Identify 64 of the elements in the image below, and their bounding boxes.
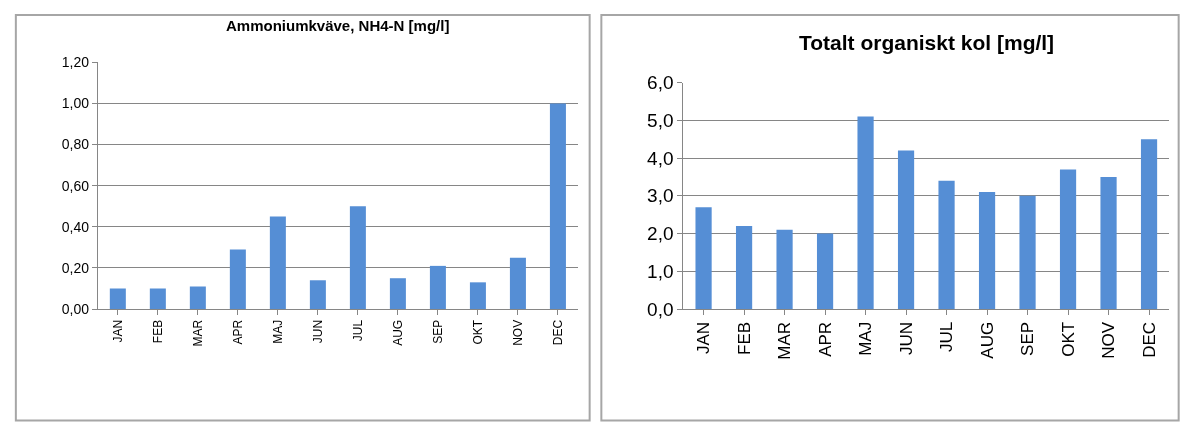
x-tick-label: APR (230, 319, 245, 345)
y-tick-label: 0,0 (647, 298, 674, 320)
bar (469, 282, 486, 310)
y-tick-label: 5,0 (647, 109, 674, 131)
x-tick-label: NOV (510, 319, 525, 346)
x-tick-label: AUG (390, 319, 405, 346)
x-tick-label: DEC (550, 319, 565, 346)
bar (978, 192, 996, 310)
x-tick-label: OKT (470, 319, 485, 345)
y-tick-label: 3,0 (647, 185, 674, 207)
y-tick-label: 6,0 (647, 72, 674, 94)
x-tick-label: MAR (190, 319, 205, 347)
y-tick-label: 1,00 (61, 95, 90, 112)
y-tick-label: 0,20 (61, 259, 90, 276)
chart-title: Ammoniumkväve, NH4-N [mg/l] (226, 17, 450, 34)
y-tick-label: 1,20 (61, 54, 90, 71)
bar (938, 180, 955, 310)
x-tick-label: JUN (896, 321, 916, 355)
x-tick-label: MAR (775, 321, 795, 360)
bar (509, 257, 526, 310)
x-tick-label: SEP (1018, 321, 1038, 356)
bar (1059, 169, 1077, 310)
bar (109, 288, 126, 310)
x-tick-label: NOV (1099, 321, 1119, 359)
bar (816, 233, 834, 310)
y-tick-label: 1,0 (647, 260, 674, 282)
x-tick-label: MAJ (856, 321, 876, 356)
x-tick-label: JAN (110, 319, 125, 343)
x-tick-label: OKT (1058, 321, 1078, 357)
x-tick-label: FEB (734, 321, 754, 355)
bar (349, 206, 366, 310)
bar (1140, 139, 1158, 310)
x-tick-label: FEB (150, 319, 165, 344)
y-tick-label: 2,0 (647, 223, 674, 245)
y-tick-label: 0,80 (61, 136, 90, 153)
bar (189, 286, 206, 310)
bar (897, 150, 915, 310)
x-tick-label: DEC (1139, 321, 1159, 358)
bar (229, 249, 246, 310)
x-tick-label: JUL (350, 319, 365, 342)
bar (549, 103, 566, 310)
y-tick-label: 0,40 (61, 218, 90, 235)
bar (776, 229, 793, 310)
x-tick-label: APR (815, 321, 835, 357)
bar (695, 207, 712, 310)
x-tick-label: SEP (430, 319, 445, 344)
x-tick-label: JAN (694, 321, 714, 354)
x-tick-label: JUL (937, 321, 957, 353)
bar (857, 116, 874, 310)
bar (429, 265, 446, 310)
bar (149, 288, 166, 310)
x-tick-label: AUG (977, 321, 997, 359)
y-tick-label: 0,00 (61, 300, 90, 317)
x-tick-label: MAJ (270, 319, 285, 344)
y-tick-label: 0,60 (61, 177, 90, 194)
bar (309, 280, 326, 310)
x-tick-label: JUN (310, 319, 325, 344)
bar (1100, 176, 1117, 310)
bar (1019, 195, 1036, 310)
bar (269, 216, 286, 310)
y-tick-label: 4,0 (647, 147, 674, 169)
chart-title: Totalt organiskt kol [mg/l] (799, 31, 1055, 54)
bar (389, 278, 406, 310)
bar (735, 226, 753, 310)
